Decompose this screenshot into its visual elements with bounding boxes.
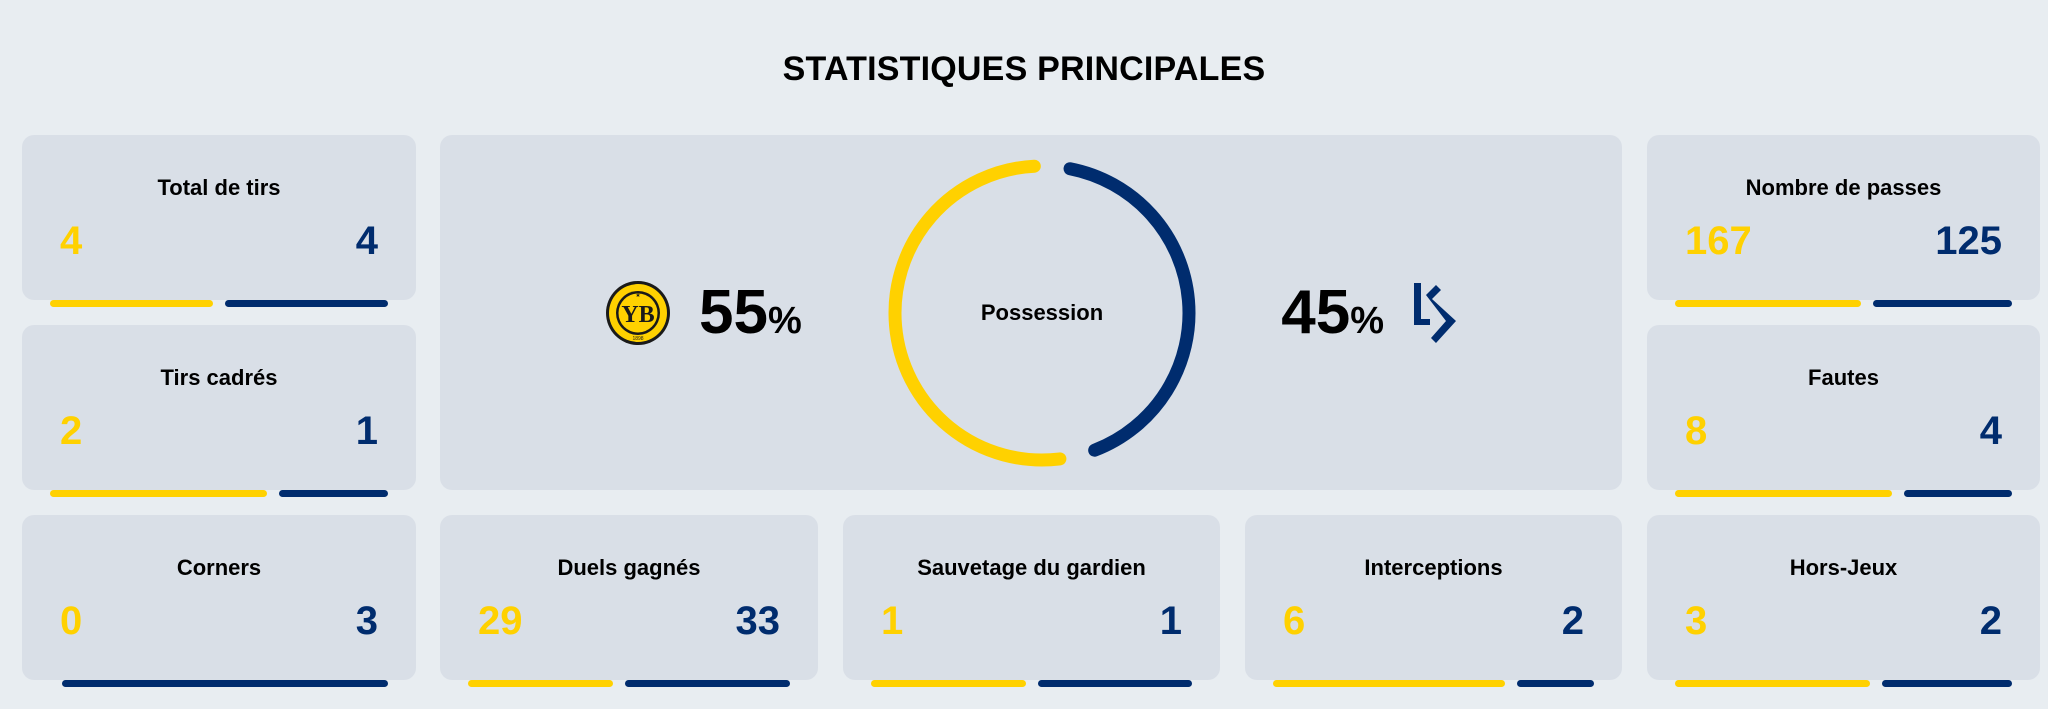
home-bar xyxy=(50,300,213,307)
comparison-bars xyxy=(1675,490,2012,497)
away-value: 1 xyxy=(355,409,378,453)
home-bar xyxy=(1273,680,1505,687)
possession-label: Possession xyxy=(980,300,1104,325)
possession-card: YB 1898 55% Possession 45% xyxy=(440,135,1622,490)
comparison-bars xyxy=(468,680,790,687)
home-possession-arc xyxy=(888,159,1067,467)
comparison-bars xyxy=(871,680,1192,687)
stat-title: Tirs cadrés xyxy=(160,365,278,390)
stat-card-goalkeeper-saves: Sauvetage du gardien 1 1 xyxy=(843,515,1220,687)
comparison-bars xyxy=(1675,680,2012,687)
away-bar xyxy=(1903,490,2012,497)
stat-title: Sauvetage du gardien xyxy=(917,555,1146,580)
away-value: 4 xyxy=(355,219,378,263)
stat-title: Hors-Jeux xyxy=(1789,555,1898,580)
home-value: 3 xyxy=(1685,599,1708,643)
stat-card-total-shots: Total de tirs 4 4 xyxy=(22,135,416,307)
away-value: 125 xyxy=(1935,219,2002,263)
home-value: 167 xyxy=(1685,219,1752,263)
away-bar xyxy=(1882,680,2012,687)
comparison-bars xyxy=(1675,300,2012,307)
comparison-bars xyxy=(50,490,388,497)
stat-card-offsides: Hors-Jeux 3 2 xyxy=(1647,515,2040,687)
away-bar xyxy=(1872,300,2012,307)
away-possession-percent: 45% xyxy=(1281,277,1384,347)
home-value: 0 xyxy=(60,599,83,643)
home-bar xyxy=(1675,680,1870,687)
stat-card-fouls: Fautes 8 4 xyxy=(1647,325,2040,497)
stat-title: Corners xyxy=(176,555,262,580)
comparison-bars xyxy=(62,680,388,687)
home-bar xyxy=(871,680,1026,687)
comparison-bars xyxy=(1273,680,1594,687)
home-team-possession: YB 1898 55% xyxy=(605,135,802,490)
stat-title: Duels gagnés xyxy=(557,555,701,580)
home-bar xyxy=(1675,490,1892,497)
svg-text:YB: YB xyxy=(621,302,654,328)
page-title: STATISTIQUES PRINCIPALES xyxy=(782,50,1266,88)
away-bar xyxy=(1037,680,1192,687)
stat-title: Fautes xyxy=(1808,365,1879,390)
stat-card-interceptions: Interceptions 6 2 xyxy=(1245,515,1622,687)
home-bar xyxy=(468,680,613,687)
away-value: 4 xyxy=(1979,409,2002,453)
away-team-possession: 45% xyxy=(1281,135,1462,490)
young-boys-crest-icon: YB 1898 xyxy=(606,280,670,345)
stat-card-passes: Nombre de passes 167 125 xyxy=(1647,135,2040,307)
away-value: 2 xyxy=(1561,599,1584,643)
away-bar xyxy=(62,680,388,687)
stat-card-shots-on-target: Tirs cadrés 2 1 xyxy=(22,325,416,497)
svg-text:1898: 1898 xyxy=(632,336,643,342)
away-possession-arc xyxy=(1063,162,1196,457)
home-possession-percent: 55% xyxy=(699,277,802,347)
possession-donut-chart xyxy=(888,159,1196,467)
away-bar xyxy=(1516,680,1594,687)
home-value: 8 xyxy=(1685,409,1708,453)
stat-title: Nombre de passes xyxy=(1745,175,1942,200)
home-value: 1 xyxy=(881,599,904,643)
away-value: 1 xyxy=(1159,599,1182,643)
home-bar xyxy=(50,490,268,497)
stat-card-corners: Corners 0 3 xyxy=(22,515,416,687)
home-value: 4 xyxy=(60,219,83,263)
away-value: 3 xyxy=(355,599,378,643)
away-value: 2 xyxy=(1979,599,2002,643)
home-value: 2 xyxy=(60,409,83,453)
away-value: 33 xyxy=(735,599,781,643)
stat-title: Total de tirs xyxy=(157,175,281,200)
stat-title: Interceptions xyxy=(1364,555,1503,580)
away-bar xyxy=(279,490,388,497)
home-bar xyxy=(1675,300,1861,307)
away-bar xyxy=(225,300,388,307)
away-bar xyxy=(625,680,790,687)
stat-card-duels-won: Duels gagnés 29 33 xyxy=(440,515,818,687)
home-value: 29 xyxy=(478,599,523,643)
lausanne-sport-ls-icon xyxy=(1414,282,1456,343)
comparison-bars xyxy=(50,300,388,307)
home-value: 6 xyxy=(1283,599,1306,643)
